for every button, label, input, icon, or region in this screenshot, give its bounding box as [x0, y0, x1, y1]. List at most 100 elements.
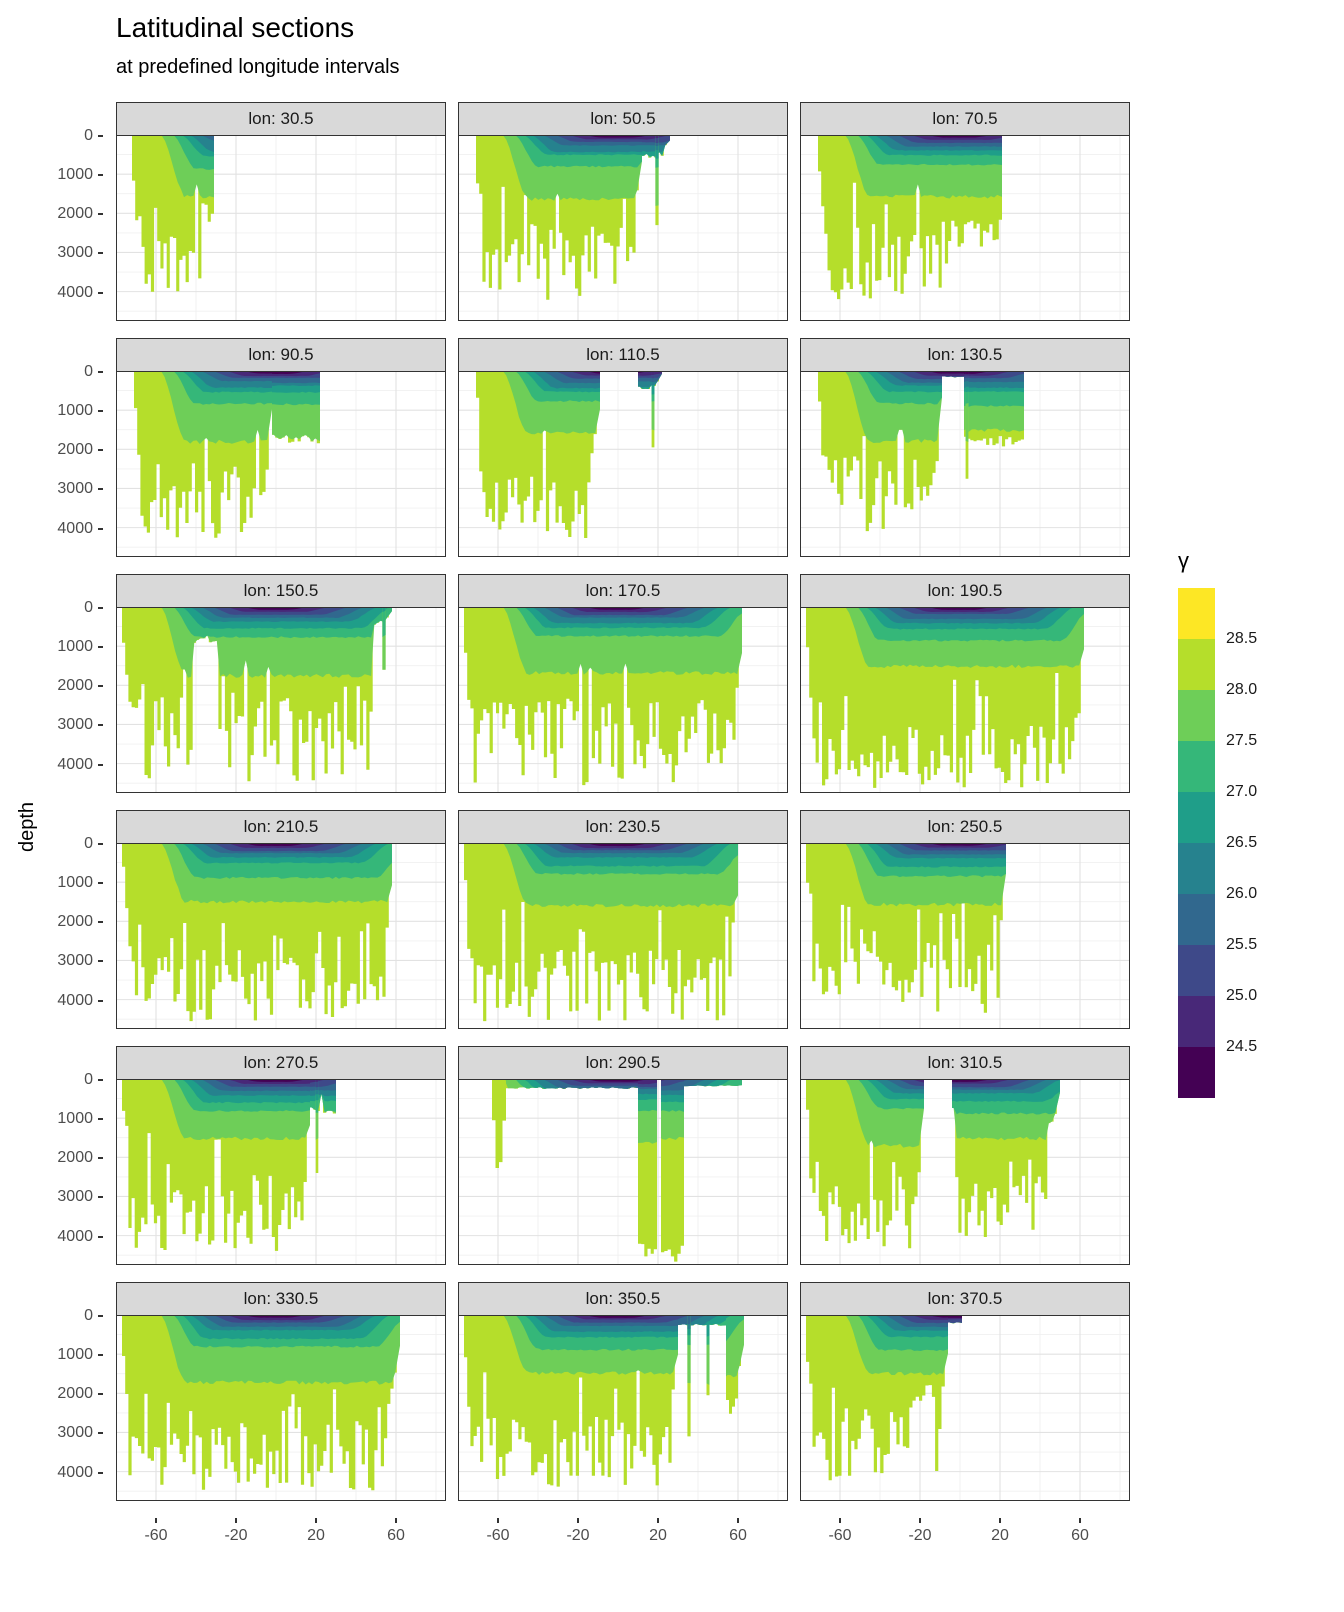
- facet-grid: 0 1000 2000 3000 4000 lon: 30.5 lon: 50.5 lon: …: [8, 102, 1130, 1548]
- facet-strip: lon: 70.5: [800, 102, 1130, 136]
- density-band: [687, 1315, 691, 1325]
- facet-strip: lon: 270.5: [116, 1046, 446, 1080]
- facet-lon-250.5: lon: 250.5: [800, 810, 1130, 1029]
- facet-strip: lon: 130.5: [800, 338, 1130, 372]
- legend-tick-label: 28.0: [1226, 681, 1258, 698]
- section-plot: [116, 1315, 446, 1501]
- panel-border: [800, 843, 1130, 1029]
- x-axis-labels: -60 -20 20 60: [800, 1518, 1130, 1548]
- density-band: [122, 607, 392, 610]
- density-band: [684, 1079, 742, 1087]
- y-axis-tick-mark: [98, 921, 103, 924]
- section-plot: [458, 843, 788, 1029]
- legend-color-cell: [1178, 843, 1215, 894]
- facet-strip: lon: 250.5: [800, 810, 1130, 844]
- y-axis-tick-mark: [98, 1432, 103, 1435]
- facet-lon-70.5: lon: 70.5: [800, 102, 1130, 321]
- facet-strip-label: lon: 350.5: [585, 1289, 661, 1308]
- y-axis-tick-mark: [98, 763, 103, 766]
- y-axis-tick-mark: [98, 1235, 103, 1238]
- y-axis-tick-mark: [98, 960, 103, 963]
- facet-strip-label: lon: 90.5: [248, 345, 314, 364]
- density-band: [726, 1315, 744, 1342]
- legend-gamma: γ 28.5 28.0 27.5 27.0 26.5 26.0 25.5 25.0 24.5: [1178, 548, 1257, 1098]
- y-axis-tick-mark: [98, 646, 103, 649]
- y-axis-tick-mark: [98, 882, 103, 885]
- x-axis-tick-label: -20: [908, 1527, 932, 1544]
- y-axis-tick-label: 4000: [57, 991, 93, 1009]
- facet-strip-label: lon: 170.5: [585, 581, 661, 600]
- facet-lon-370.5: lon: 370.5: [800, 1282, 1130, 1501]
- y-axis-gutter: 0 1000 2000 3000 4000: [8, 102, 104, 321]
- panel-border: [800, 1079, 1130, 1265]
- density-band: [638, 371, 662, 376]
- y-axis-tick-label: 2000: [57, 205, 93, 223]
- facet-lon-270.5: lon: 270.5: [116, 1046, 446, 1265]
- legend-tick-label: 27.5: [1226, 732, 1258, 749]
- y-axis-tick-mark: [98, 371, 103, 373]
- section-data-layer: [464, 843, 738, 1022]
- facet-lon-210.5: lon: 210.5: [116, 810, 446, 1029]
- facet-strip-label: lon: 290.5: [585, 1053, 661, 1072]
- density-band: [476, 371, 600, 379]
- facet-strip-label: lon: 130.5: [927, 345, 1003, 364]
- y-axis-tick-label: 0: [84, 363, 93, 380]
- facet-strip: lon: 90.5: [116, 338, 446, 372]
- y-axis-tick-label: 0: [84, 127, 93, 144]
- legend-colorbar: 28.5 28.0 27.5 27.0 26.5 26.0 25.5 25.0 24.5: [1178, 588, 1257, 1098]
- y-axis-tick-mark: [98, 999, 103, 1002]
- y-axis-tick-mark: [98, 1354, 103, 1357]
- x-axis-corner-spacer: [8, 1518, 104, 1548]
- section-plot: [800, 1079, 1130, 1265]
- section-plot: [116, 843, 446, 1029]
- density-band: [134, 371, 272, 377]
- y-axis-tick-label: 4000: [57, 1227, 93, 1245]
- panel-border: [458, 843, 788, 1029]
- chart-title: Latitudinal sections: [116, 12, 355, 43]
- facet-lon-290.5: lon: 290.5: [458, 1046, 788, 1265]
- facet-strip-label: lon: 110.5: [586, 345, 660, 364]
- section-data-layer: [464, 1315, 744, 1487]
- facet-strip: lon: 170.5: [458, 574, 788, 608]
- legend-color-cell: [1178, 1047, 1215, 1098]
- panel-border: [116, 371, 446, 557]
- y-axis-tick-mark: [98, 1393, 103, 1396]
- panel-border: [800, 371, 1130, 557]
- facet-strip-label: lon: 230.5: [585, 817, 661, 836]
- facet-lon-230.5: lon: 230.5: [458, 810, 788, 1029]
- facet-strip: lon: 350.5: [458, 1282, 788, 1316]
- section-data-layer: [122, 843, 392, 1022]
- section-plot: [800, 135, 1130, 321]
- y-axis-tick-mark: [98, 1157, 103, 1160]
- x-axis-tick-mark: [839, 1518, 841, 1523]
- facet-strip: lon: 150.5: [116, 574, 446, 608]
- y-axis-tick-label: 3000: [57, 244, 93, 262]
- y-axis-tick-mark: [98, 410, 103, 413]
- facet-strip-label: lon: 330.5: [243, 1289, 319, 1308]
- panel-border: [458, 607, 788, 793]
- density-band: [661, 1079, 684, 1087]
- legend-color-cell: [1178, 894, 1215, 945]
- section-data-layer: [476, 371, 662, 538]
- x-axis-tick-label: -60: [144, 1527, 168, 1544]
- facet-strip-label: lon: 150.5: [243, 581, 319, 600]
- y-axis-tick-label: 2000: [57, 913, 93, 931]
- section-data-layer: [464, 607, 742, 786]
- legend-tick-label: 26.0: [1226, 885, 1258, 902]
- y-axis-tick-mark: [98, 291, 103, 294]
- section-plot: [458, 135, 788, 321]
- section-plot: [458, 607, 788, 793]
- y-axis-tick-label: 3000: [57, 716, 93, 734]
- facet-lon-350.5: lon: 350.5: [458, 1282, 788, 1501]
- y-axis-tick-mark: [98, 135, 103, 137]
- section-plot: [116, 135, 446, 321]
- y-axis-tick-label: 2000: [57, 1385, 93, 1403]
- y-axis-tick-label: 4000: [57, 519, 93, 537]
- legend-title: γ: [1178, 548, 1189, 573]
- y-axis-tick-mark: [98, 607, 103, 609]
- y-axis-gutter: 0 1000 2000 3000 4000: [8, 1282, 104, 1501]
- section-plot: [800, 607, 1130, 793]
- y-axis-tick-mark: [98, 449, 103, 452]
- legend-color-cell: [1178, 588, 1215, 639]
